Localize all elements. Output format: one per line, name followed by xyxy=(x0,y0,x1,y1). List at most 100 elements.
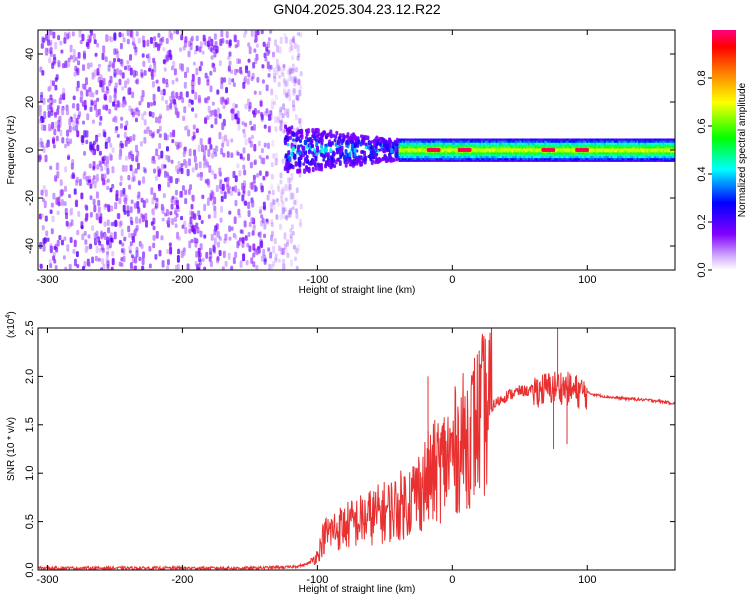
heatmap-cell xyxy=(104,141,108,150)
heatmap-cell xyxy=(239,153,243,160)
heatmap-cell xyxy=(304,139,308,145)
heatmap-cell xyxy=(279,172,283,179)
heatmap-cell xyxy=(205,251,209,259)
heatmap-cell xyxy=(170,203,174,210)
heatmap-cell xyxy=(100,80,104,87)
heatmap-cell xyxy=(175,165,179,172)
heatmap-cell xyxy=(189,37,193,46)
heatmap-cell xyxy=(155,116,159,124)
heatmap-cell xyxy=(206,96,210,101)
heatmap-cell xyxy=(311,151,315,155)
spectrogram-ylabel: Frequency (Hz) xyxy=(6,116,17,185)
heatmap-cell xyxy=(169,102,173,111)
heatmap-cell xyxy=(64,143,68,149)
heatmap-cell xyxy=(216,89,220,95)
heatmap-cell xyxy=(242,147,246,154)
heatmap-cell xyxy=(95,238,99,243)
heatmap-cell xyxy=(99,74,103,80)
snr-ytick-label: 1.0 xyxy=(24,466,36,481)
heatmap-cell xyxy=(48,85,52,91)
heatmap-cell xyxy=(87,245,91,250)
heatmap-cell xyxy=(183,146,187,152)
heatmap-cell xyxy=(177,248,181,255)
heatmap-cell xyxy=(183,106,187,114)
heatmap-cell xyxy=(266,219,270,225)
heatmap-cell xyxy=(155,148,159,157)
heatmap-cell xyxy=(54,41,58,50)
heatmap-cell xyxy=(174,196,178,205)
heatmap-cell xyxy=(61,137,65,144)
heatmap-cell xyxy=(294,161,298,167)
heatmap-cell xyxy=(256,30,260,36)
heatmap-cell xyxy=(272,153,276,159)
heatmap-cell xyxy=(116,50,120,59)
heatmap-cell xyxy=(75,251,79,258)
snr-ytick-label: 0.0 xyxy=(24,562,36,577)
heatmap-cell xyxy=(187,50,191,58)
heatmap-cell xyxy=(374,160,378,165)
heatmap-cell xyxy=(251,230,255,236)
heatmap-cell xyxy=(49,209,53,214)
heatmap-cell xyxy=(151,75,155,81)
heatmap-cell xyxy=(247,70,251,78)
heatmap-cell xyxy=(253,248,257,253)
heatmap-cell xyxy=(96,67,100,76)
heatmap-cell xyxy=(114,82,118,89)
heatmap-cell xyxy=(255,264,259,270)
heatmap-cell xyxy=(260,214,264,219)
heatmap-cell xyxy=(157,32,161,38)
heatmap-cell xyxy=(228,39,232,47)
heatmap-cell xyxy=(227,55,231,60)
heatmap-cell xyxy=(228,236,232,241)
heatmap-cell xyxy=(320,165,324,172)
heatmap-cell xyxy=(229,267,233,270)
heatmap-cell xyxy=(81,120,85,125)
heatmap-cell xyxy=(184,160,188,169)
heatmap-cell xyxy=(134,108,138,116)
heatmap-cell xyxy=(194,113,198,119)
heatmap-cell xyxy=(182,151,186,158)
heatmap-cell xyxy=(54,264,58,270)
heatmap-cell xyxy=(116,100,120,108)
heatmap-cell xyxy=(260,115,264,122)
heatmap-cell xyxy=(297,243,301,252)
heatmap-cell xyxy=(104,56,108,63)
heatmap-cell xyxy=(72,55,76,63)
heatmap-cell xyxy=(199,137,203,146)
heatmap-cell xyxy=(52,251,56,257)
heatmap-cell xyxy=(252,174,256,180)
heatmap-cell xyxy=(270,184,274,191)
heatmap-cell xyxy=(169,210,173,216)
heatmap-cell xyxy=(227,252,231,260)
heatmap-cell xyxy=(270,231,274,237)
heatmap-cell xyxy=(134,256,138,264)
heatmap-cell xyxy=(129,54,133,61)
heatmap-cell xyxy=(44,215,48,222)
heatmap-cell xyxy=(283,88,287,96)
heatmap-cell xyxy=(282,258,286,264)
heatmap-cell xyxy=(127,174,131,181)
heatmap-cell xyxy=(173,30,177,35)
heatmap-cell xyxy=(269,208,273,214)
heatmap-cell xyxy=(108,108,112,115)
heatmap-cell xyxy=(288,67,292,75)
heatmap-cell xyxy=(206,79,210,86)
heatmap-cell xyxy=(175,178,179,185)
heatmap-cell xyxy=(107,227,111,234)
heatmap-cell xyxy=(311,144,315,148)
heatmap-cell xyxy=(153,64,157,73)
heatmap-cell xyxy=(231,112,235,121)
heatmap-cell xyxy=(328,159,332,165)
heatmap-cell xyxy=(151,111,155,118)
heatmap-cell xyxy=(248,46,252,55)
heatmap-cell xyxy=(192,81,196,87)
heatmap-cell xyxy=(224,134,228,142)
heatmap-cell xyxy=(232,232,236,238)
heatmap-cell xyxy=(137,207,141,213)
heatmap-cell xyxy=(70,162,74,170)
heatmap-cell xyxy=(282,64,286,71)
heatmap-cell xyxy=(129,67,133,76)
heatmap-cell xyxy=(83,52,87,60)
heatmap-cell xyxy=(247,210,251,217)
